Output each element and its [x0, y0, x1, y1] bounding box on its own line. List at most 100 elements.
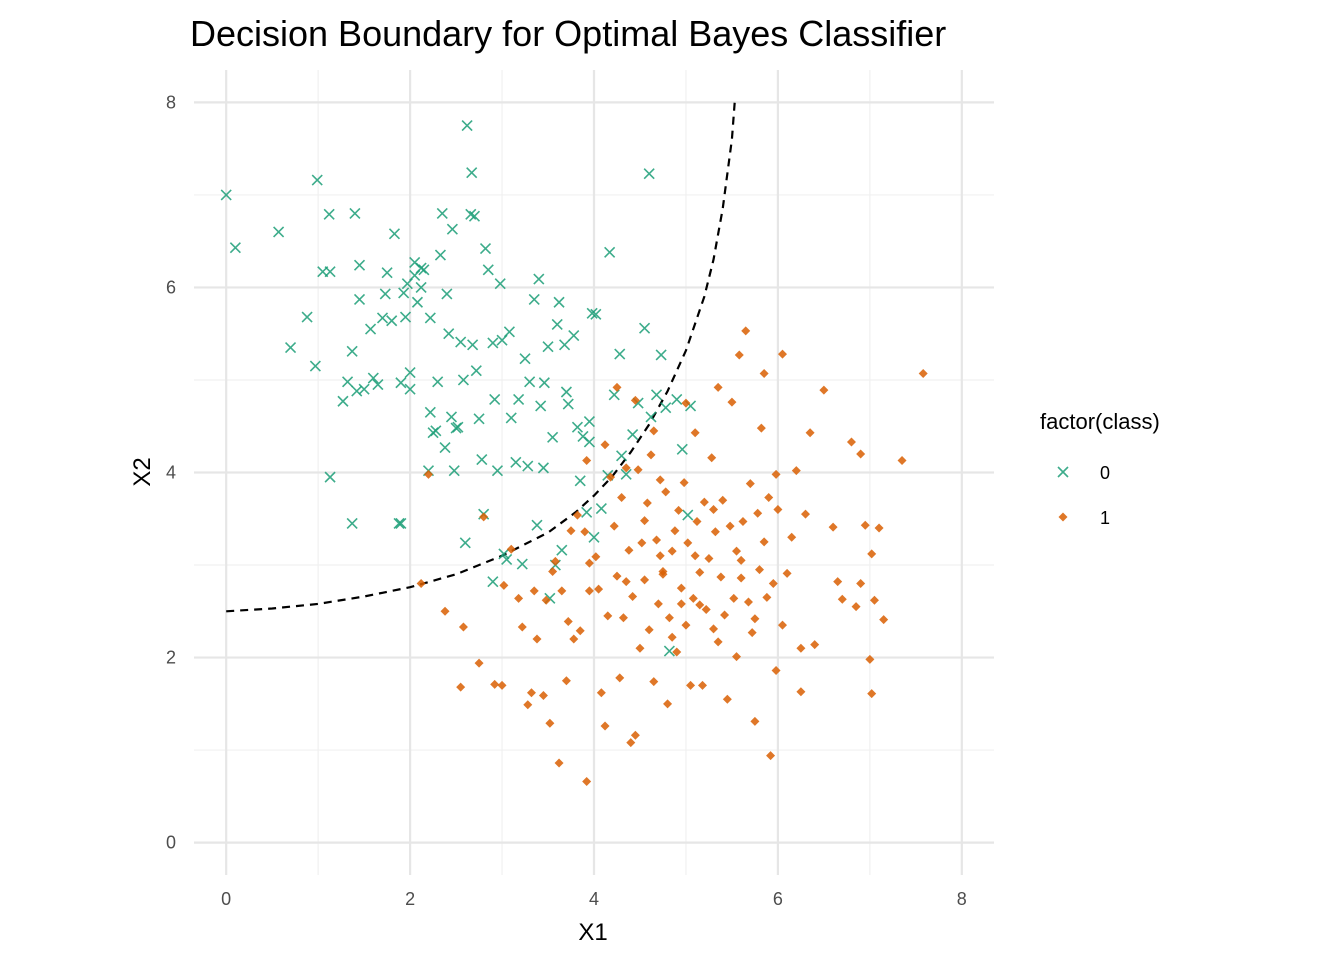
point-class-1	[474, 658, 484, 668]
point-class-0	[551, 318, 563, 331]
point-class-0	[411, 296, 424, 308]
point-class-1	[766, 751, 776, 761]
point-class-1	[658, 569, 668, 579]
point-class-0	[583, 436, 595, 448]
point-class-1	[727, 397, 737, 407]
point-class-1	[695, 600, 705, 610]
point-class-1	[652, 535, 662, 545]
point-class-1	[633, 465, 643, 475]
point-class-0	[273, 226, 285, 238]
point-class-1	[497, 680, 507, 690]
point-class-0	[337, 395, 349, 407]
point-class-1	[879, 615, 889, 625]
point-class-1	[490, 679, 500, 689]
point-class-1	[663, 699, 673, 709]
point-class-0	[487, 337, 499, 349]
point-class-0	[643, 168, 655, 180]
point-class-0	[614, 348, 626, 360]
point-class-1	[686, 680, 696, 690]
point-class-1	[664, 613, 674, 623]
point-class-0	[516, 558, 528, 570]
tick-labels: 0 2 4 6 8 0 2 4 6 8	[166, 92, 967, 909]
point-class-1	[526, 688, 536, 698]
point-class-1	[630, 395, 640, 405]
point-class-1	[679, 478, 689, 488]
point-class-1	[729, 593, 739, 603]
point-class-1	[479, 512, 489, 522]
point-class-0	[528, 293, 540, 306]
x-tick-label: 4	[589, 889, 599, 909]
point-class-0	[533, 273, 545, 285]
point-class-0	[404, 383, 416, 395]
point-class-1	[745, 479, 755, 489]
point-class-1	[653, 599, 663, 609]
point-class-1	[523, 700, 533, 710]
point-class-0	[627, 428, 639, 441]
point-class-0	[556, 544, 568, 556]
legend-items: 01	[1057, 463, 1110, 528]
point-class-0	[524, 376, 536, 388]
point-class-1	[548, 567, 558, 577]
point-class-0	[491, 465, 504, 477]
point-class-1	[759, 368, 769, 378]
point-class-1	[692, 517, 702, 527]
point-class-0	[571, 421, 584, 433]
point-class-1	[747, 628, 757, 638]
point-class-1	[707, 453, 717, 463]
point-class-1	[918, 368, 928, 378]
point-class-0	[547, 431, 559, 443]
series-0	[220, 119, 697, 657]
point-class-0	[590, 308, 602, 320]
y-tick-label: 2	[166, 648, 176, 668]
point-class-1	[713, 637, 723, 647]
point-class-0	[519, 353, 531, 365]
point-class-1	[603, 611, 613, 621]
point-class-1	[709, 624, 719, 634]
x-tick-label: 6	[773, 889, 783, 909]
point-class-0	[323, 208, 335, 220]
point-class-1	[701, 604, 711, 614]
point-class-0	[479, 243, 492, 255]
point-class-1	[764, 492, 774, 502]
point-class-0	[588, 531, 600, 543]
y-axis-title: X2	[129, 457, 156, 486]
point-class-0	[465, 208, 477, 220]
point-class-0	[353, 293, 366, 306]
point-class-1	[529, 586, 539, 596]
point-class-1	[618, 613, 628, 623]
point-class-0	[645, 411, 657, 423]
point-class-1	[514, 593, 524, 603]
decision-boundary	[226, 102, 736, 613]
point-class-0	[655, 349, 667, 361]
grid	[194, 70, 994, 875]
point-class-0	[562, 398, 574, 410]
point-class-1	[837, 594, 847, 604]
point-class-0	[682, 509, 694, 521]
point-class-1	[545, 718, 555, 728]
point-class-0	[660, 402, 672, 414]
point-class-0	[542, 341, 554, 353]
point-class-1	[566, 526, 576, 536]
legend-label-1: 1	[1100, 508, 1110, 528]
point-class-0	[568, 329, 580, 342]
point-class-1	[591, 552, 601, 562]
point-class-1	[458, 622, 468, 632]
y-tick-label: 8	[166, 92, 176, 112]
x-tick-label: 2	[405, 889, 415, 909]
point-class-0	[324, 266, 336, 278]
point-class-1	[828, 522, 838, 532]
point-class-0	[498, 548, 510, 560]
point-class-1	[753, 508, 763, 518]
point-class-0	[535, 400, 547, 412]
point-class-1	[867, 689, 877, 699]
point-class-1	[738, 517, 748, 527]
point-class-1	[532, 634, 542, 644]
point-class-1	[771, 666, 781, 676]
point-class-1	[499, 580, 509, 590]
point-class-0	[513, 393, 525, 405]
point-class-0	[676, 443, 688, 455]
point-class-0	[424, 312, 436, 324]
point-class-1	[506, 544, 516, 554]
